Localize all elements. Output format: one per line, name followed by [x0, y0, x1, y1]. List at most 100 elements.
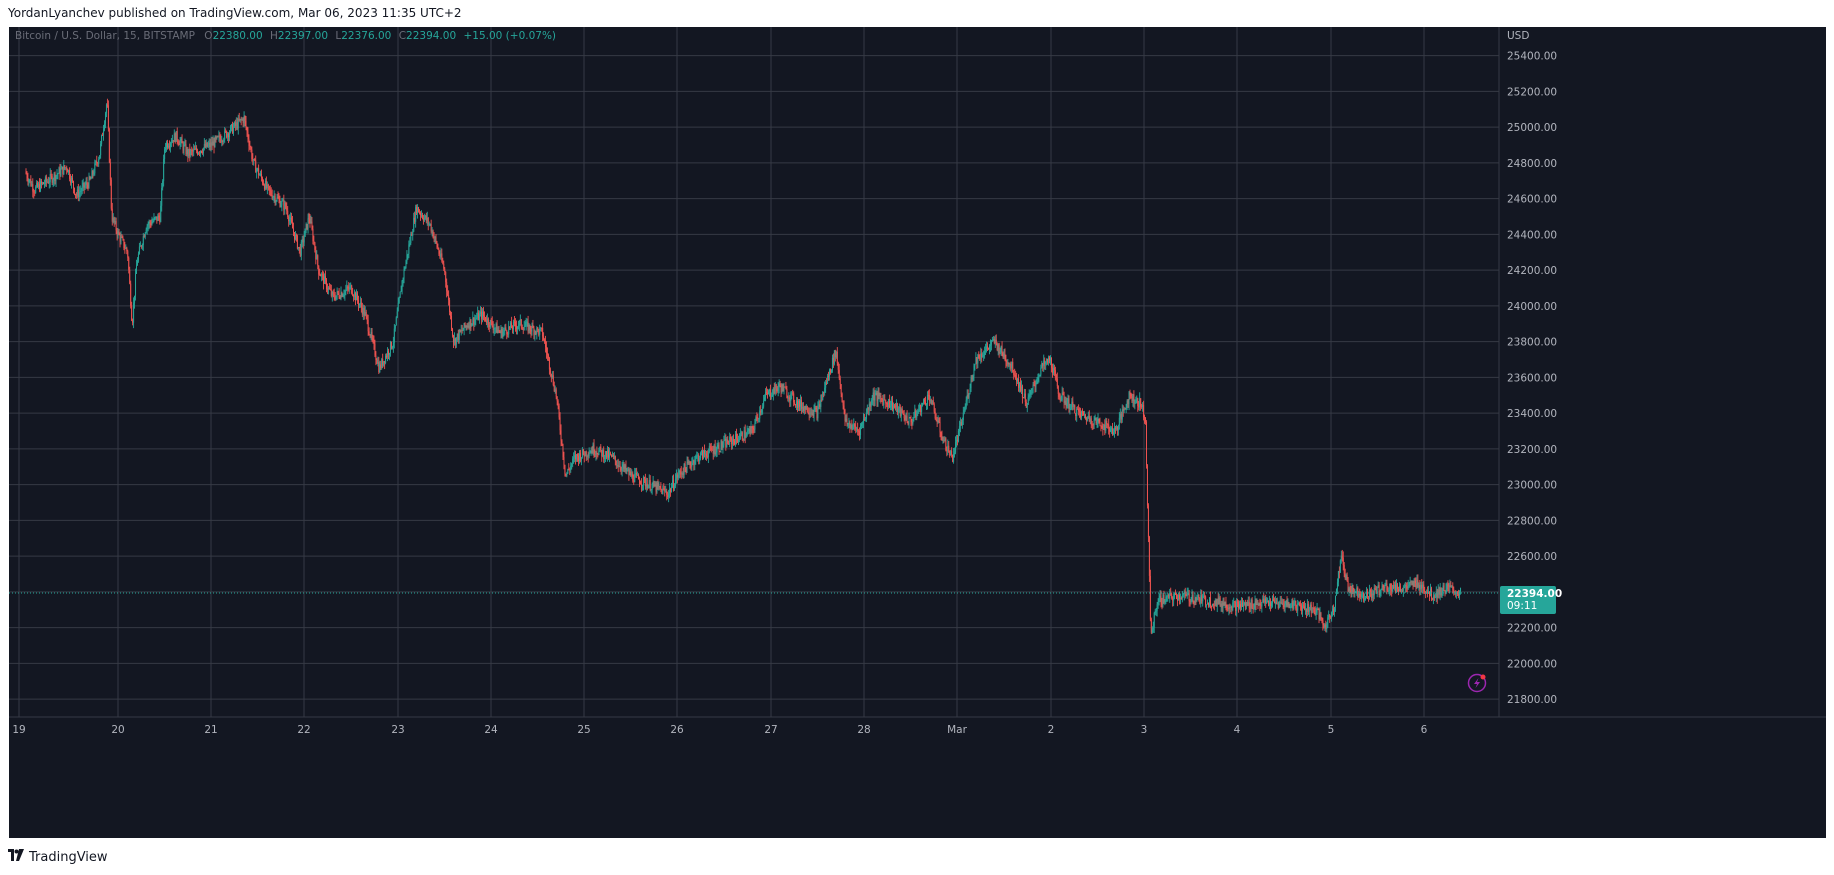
- candle-body: [1010, 364, 1012, 369]
- candle-body: [1271, 599, 1273, 604]
- candle-body: [1110, 429, 1112, 432]
- candle-body: [217, 136, 219, 138]
- candle-body: [753, 429, 755, 431]
- candle-body: [618, 465, 620, 467]
- footer-brand[interactable]: TradingView: [8, 849, 108, 865]
- price-tag-background: [1500, 585, 1556, 614]
- candlestick-chart[interactable]: USD 21800.0022000.0022200.0022400.002260…: [9, 27, 1826, 838]
- candle-body: [1171, 594, 1173, 599]
- candle-body: [1019, 382, 1021, 388]
- candle-body: [944, 438, 946, 441]
- candle-body: [1139, 398, 1141, 408]
- candle-body: [448, 295, 450, 301]
- candle-body: [651, 484, 653, 490]
- candle-body: [1040, 367, 1042, 375]
- candle-body: [85, 182, 87, 186]
- candle-body: [416, 207, 418, 214]
- candle-body: [1273, 600, 1275, 604]
- candle-body: [463, 323, 465, 331]
- candle-body: [269, 189, 271, 191]
- candle-body: [574, 455, 576, 458]
- candle-body: [837, 363, 839, 370]
- candle-body: [962, 412, 964, 421]
- candle-body: [1147, 505, 1149, 537]
- candle-body: [203, 144, 205, 148]
- x-tick-label: Mar: [947, 724, 967, 736]
- candle-body: [528, 324, 530, 332]
- candle-body: [484, 317, 486, 321]
- legend-open-label: O: [204, 30, 212, 42]
- candle-body: [36, 182, 38, 187]
- candle-body: [1230, 606, 1232, 608]
- candle-body: [1361, 593, 1363, 597]
- candle-body: [1173, 596, 1175, 601]
- candle-body: [885, 400, 887, 404]
- candle-body: [640, 483, 642, 486]
- candle-body: [1146, 465, 1148, 506]
- candle-body: [737, 439, 739, 442]
- candle-body: [795, 404, 797, 406]
- candle-body: [1215, 600, 1217, 607]
- candle-body: [444, 268, 446, 273]
- candle-body: [90, 178, 92, 180]
- candle-body: [525, 321, 527, 326]
- candle-body: [961, 420, 963, 426]
- candle-body: [298, 247, 300, 249]
- candle-body: [1128, 392, 1130, 404]
- candle-body: [450, 312, 452, 316]
- candle-body: [983, 355, 985, 356]
- candle-body: [364, 311, 366, 316]
- candle-body: [823, 391, 825, 393]
- candle-body: [735, 434, 737, 445]
- candle-body: [678, 470, 680, 475]
- candle-body: [201, 152, 203, 154]
- candle-body: [705, 453, 707, 457]
- candle-body: [152, 221, 154, 223]
- candle-body: [1156, 604, 1158, 611]
- candle-body: [1203, 595, 1205, 597]
- candle-body: [526, 321, 528, 323]
- candle-body: [953, 454, 955, 462]
- candle-body: [426, 217, 428, 221]
- candle-body: [974, 364, 976, 366]
- candle-body: [409, 242, 411, 245]
- candle-body: [512, 328, 514, 330]
- candle-body: [73, 187, 75, 194]
- candle-body: [592, 444, 594, 454]
- candle-body: [918, 410, 920, 412]
- candle-body: [56, 174, 58, 176]
- candle-body: [1456, 592, 1458, 594]
- candle-body: [782, 384, 784, 392]
- candle-body: [1098, 418, 1100, 422]
- candle-body: [1104, 424, 1106, 431]
- candle-body: [773, 388, 775, 394]
- candle-body: [182, 143, 184, 151]
- candle-body: [1197, 594, 1199, 598]
- candle-body: [158, 215, 160, 218]
- candle-body: [124, 247, 126, 249]
- candle-body: [1384, 584, 1386, 589]
- candle-body: [965, 400, 967, 408]
- candle-body: [1134, 403, 1136, 405]
- candle-body: [274, 196, 276, 203]
- candle-body: [1006, 361, 1008, 365]
- candle-body: [714, 445, 716, 454]
- lightning-icon[interactable]: [1467, 673, 1487, 693]
- candle-body: [1416, 580, 1418, 588]
- candle-body: [605, 451, 607, 458]
- chart-background: [9, 27, 1826, 838]
- candle-body: [927, 394, 929, 396]
- candle-body: [808, 412, 810, 415]
- candle-body: [1158, 597, 1160, 603]
- candle-body: [847, 423, 849, 425]
- candle-body: [1112, 428, 1114, 435]
- time-scale[interactable]: 19 20 21 22 23 24 25 26 27 28 Mar 2 3 4 5 6: [12, 724, 1427, 736]
- candle-body: [1181, 594, 1183, 599]
- candle-body: [325, 276, 327, 280]
- candle-body: [103, 129, 105, 136]
- chart-area[interactable]: USD 21800.0022000.0022200.0022400.002260…: [9, 27, 1826, 838]
- candle-body: [672, 480, 674, 489]
- x-tick-label: 5: [1328, 724, 1335, 736]
- candle-body: [356, 293, 358, 301]
- candle-body: [1202, 595, 1204, 602]
